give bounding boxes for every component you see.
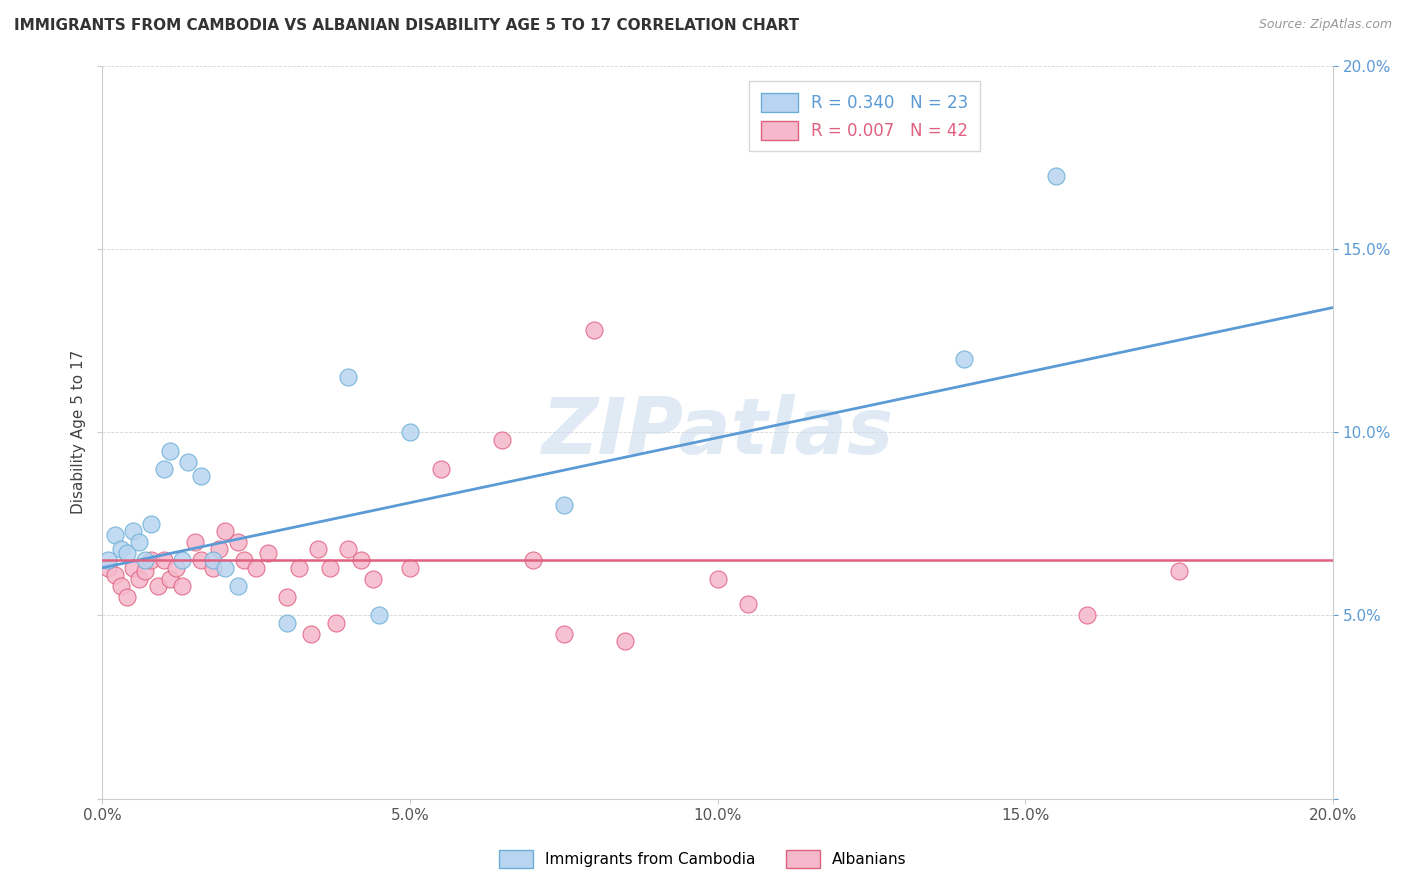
Point [110, 542, 132, 557]
Point [399, 425, 422, 440]
Point [257, 546, 280, 560]
Point [128, 535, 150, 549]
Point [214, 561, 236, 575]
Point [103, 568, 125, 582]
Point [146, 579, 169, 593]
Point [1045, 169, 1067, 183]
Point [190, 469, 212, 483]
Point [110, 579, 132, 593]
Point [368, 608, 391, 623]
Point [491, 433, 513, 447]
Point [429, 462, 451, 476]
Point [325, 615, 347, 630]
Point [141, 516, 163, 531]
Point [583, 322, 606, 336]
Point [122, 561, 145, 575]
Point [201, 553, 224, 567]
Text: Source: ZipAtlas.com: Source: ZipAtlas.com [1258, 18, 1392, 31]
Point [159, 443, 181, 458]
Point [214, 524, 236, 538]
Point [232, 553, 254, 567]
Point [337, 542, 360, 557]
Point [288, 561, 311, 575]
Point [165, 561, 187, 575]
Point [141, 553, 163, 567]
Point [337, 370, 360, 384]
Y-axis label: Disability Age 5 to 17: Disability Age 5 to 17 [72, 350, 86, 515]
Point [190, 553, 212, 567]
Point [208, 542, 231, 557]
Point [177, 454, 200, 468]
Point [172, 579, 194, 593]
Point [115, 546, 138, 560]
Point [1168, 565, 1191, 579]
Point [103, 528, 125, 542]
Point [172, 553, 194, 567]
Text: IMMIGRANTS FROM CAMBODIA VS ALBANIAN DISABILITY AGE 5 TO 17 CORRELATION CHART: IMMIGRANTS FROM CAMBODIA VS ALBANIAN DIS… [14, 18, 799, 33]
Point [115, 590, 138, 604]
Point [276, 590, 298, 604]
Point [134, 565, 156, 579]
Point [319, 561, 342, 575]
Point [226, 579, 249, 593]
Point [97, 561, 120, 575]
Point [553, 627, 575, 641]
Point [183, 535, 205, 549]
Point [245, 561, 267, 575]
Point [122, 524, 145, 538]
Point [553, 499, 575, 513]
Legend: Immigrants from Cambodia, Albanians: Immigrants from Cambodia, Albanians [486, 838, 920, 880]
Point [1076, 608, 1098, 623]
Legend: R = 0.340   N = 23, R = 0.007   N = 42: R = 0.340 N = 23, R = 0.007 N = 42 [749, 81, 980, 152]
Point [134, 553, 156, 567]
Point [614, 634, 637, 648]
Point [159, 572, 181, 586]
Point [226, 535, 249, 549]
Point [201, 561, 224, 575]
Point [522, 553, 544, 567]
Point [952, 351, 974, 366]
Point [706, 572, 728, 586]
Point [128, 572, 150, 586]
Point [301, 627, 323, 641]
Point [152, 462, 174, 476]
Point [737, 598, 759, 612]
Point [350, 553, 373, 567]
Point [152, 553, 174, 567]
Point [97, 553, 120, 567]
Text: ZIPatlas: ZIPatlas [541, 394, 894, 470]
Point [399, 561, 422, 575]
Point [361, 572, 384, 586]
Point [276, 615, 298, 630]
Point [307, 542, 329, 557]
